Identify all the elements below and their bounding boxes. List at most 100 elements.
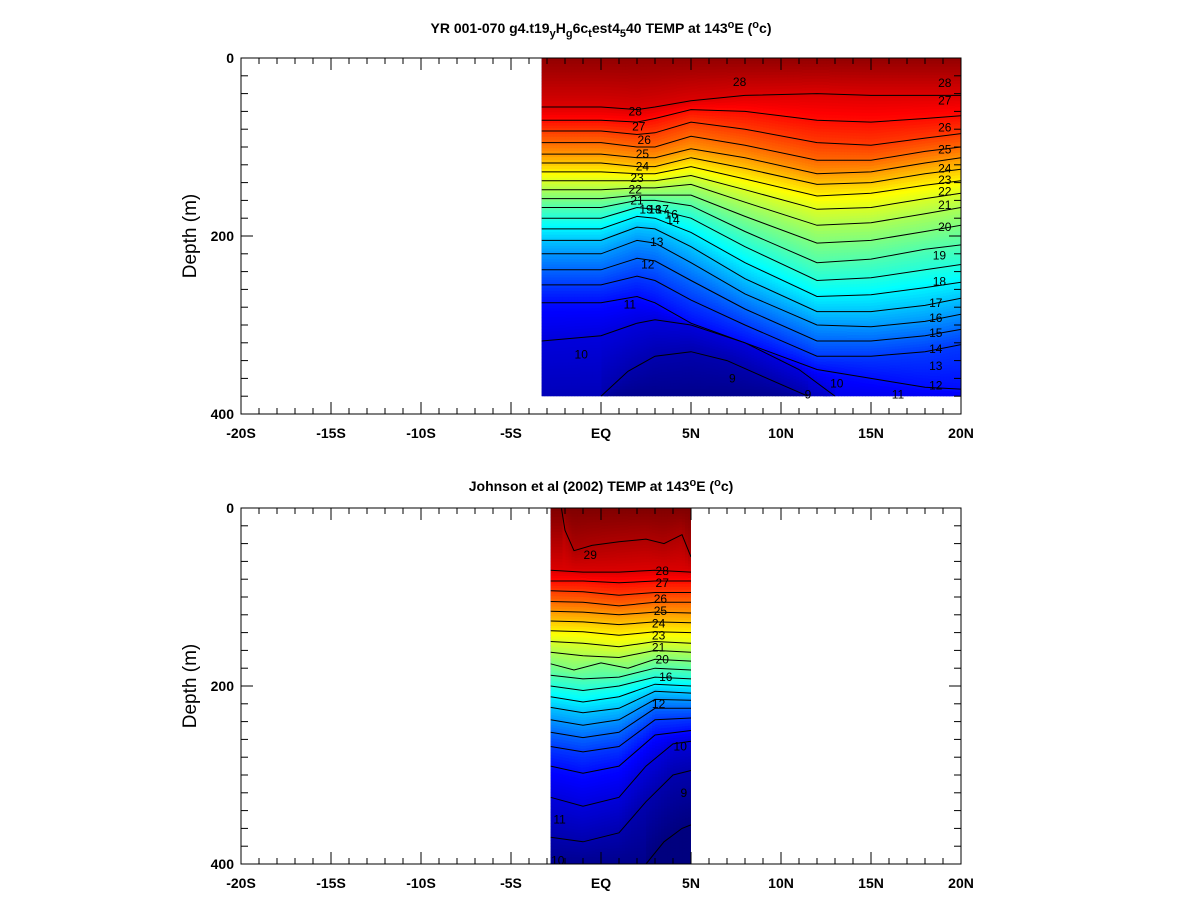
isotherm-19 (550, 658, 691, 671)
contour-label: 16 (929, 311, 943, 325)
contour-label: 15 (929, 326, 943, 340)
isotherm-27 (550, 580, 691, 584)
isotherm-9 (600, 351, 809, 397)
contour-label: 21 (630, 193, 644, 207)
x-tick-label: 5N (682, 425, 700, 441)
contour-label: 9 (805, 387, 812, 401)
contour-label: 20 (656, 652, 670, 666)
y-tick-label: 0 (226, 50, 234, 66)
contour-label: 23 (652, 628, 666, 642)
isotherm-10 (550, 740, 691, 807)
bottom-panel-johnson-temperature: Johnson et al (2002) TEMP at 143oE (oc) 2… (180, 477, 974, 891)
isotherm-26 (550, 590, 691, 596)
contour-label: 10 (830, 377, 844, 391)
x-tick-label: 15N (858, 875, 884, 891)
isotherm-26 (541, 121, 961, 146)
contour-label: 10 (551, 853, 565, 867)
x-tick-label: 20N (948, 425, 974, 441)
contour-label: 13 (929, 359, 943, 373)
contour-label: 17 (929, 296, 943, 310)
isotherm-23 (550, 620, 691, 626)
isotherm-20 (541, 183, 961, 226)
contour-label: 9 (680, 786, 687, 800)
isotherm-18 (541, 199, 961, 264)
contour-label: 24 (652, 617, 666, 631)
contour-label: 19 (639, 202, 653, 216)
top-panel-model-temperature: YR 001-070 g4.t19yHg6ctest4540 TEMP at 1… (180, 19, 974, 441)
x-tick-label: 10N (768, 425, 794, 441)
isotherm-25 (541, 135, 961, 161)
contour-label: 27 (632, 120, 646, 134)
chart-title: YR 001-070 g4.t19yHg6ctest4540 TEMP at 1… (431, 19, 772, 40)
temperature-field (550, 508, 691, 864)
isotherm-12 (541, 275, 961, 357)
isotherm-18 (550, 667, 691, 680)
contour-label: 22 (629, 183, 643, 197)
isotherm-23 (541, 157, 961, 185)
isotherm-25 (550, 601, 691, 607)
contour-label: 11 (892, 387, 905, 401)
isotherm-15 (550, 690, 691, 714)
x-tick-label: EQ (591, 875, 611, 891)
x-tick-label: -20S (226, 425, 256, 441)
x-tick-label: -5S (500, 875, 522, 891)
isotherm-24 (550, 610, 691, 616)
contour-label: 25 (938, 143, 952, 157)
x-tick-label: 10N (768, 875, 794, 891)
isotherm-22 (550, 630, 691, 636)
x-tick-label: -5S (500, 425, 522, 441)
y-tick-label: 0 (226, 500, 234, 516)
contour-label: 10 (575, 347, 589, 361)
isotherm-16 (541, 215, 961, 298)
contour-label: 23 (938, 173, 952, 187)
contour-label: 18 (648, 202, 662, 216)
isotherm-9 (550, 770, 691, 843)
contour-label: 13 (650, 235, 664, 249)
x-tick-label: 20N (948, 875, 974, 891)
contour-label: 25 (636, 147, 650, 161)
isotherm-10 (541, 319, 836, 397)
isotherm-12 (550, 717, 691, 753)
contour-label: 28 (629, 104, 643, 118)
isotherm-13 (541, 257, 961, 342)
isotherm-11 (541, 295, 961, 390)
isotherm-28 (550, 569, 691, 573)
contour-label: 11 (553, 813, 566, 827)
contour-label: 29 (584, 548, 598, 562)
contour-label: 24 (636, 160, 650, 174)
temperature-field (541, 58, 961, 397)
contour-label: 28 (938, 76, 952, 90)
isotherm-17 (550, 676, 691, 692)
contour-label: 12 (641, 257, 655, 271)
y-axis-label: Depth (m) (180, 194, 201, 278)
x-tick-label: 15N (858, 425, 884, 441)
contour-label: 16 (665, 208, 679, 222)
y-tick-label: 200 (211, 678, 235, 694)
isotherm-27 (541, 109, 961, 123)
isotherm-22 (541, 166, 961, 197)
x-tick-label: -10S (406, 875, 436, 891)
contour-label: 17 (656, 202, 670, 216)
contour-label: 20 (938, 220, 952, 234)
contour-label: 26 (938, 120, 952, 134)
isotherm-14 (541, 239, 961, 328)
contour-label: 12 (929, 379, 943, 393)
isotherm-8 (645, 824, 691, 864)
contour-label: 12 (652, 697, 666, 711)
isotherm-11 (550, 730, 691, 774)
isotherm-24 (541, 148, 961, 175)
contour-label: 27 (656, 576, 670, 590)
contour-label: 23 (630, 171, 644, 185)
x-tick-label: -15S (316, 425, 346, 441)
contour-label: 24 (938, 161, 952, 175)
contour-label: 27 (938, 94, 952, 108)
contour-label: 14 (666, 213, 680, 227)
contour-label: 28 (656, 564, 670, 578)
y-tick-label: 200 (211, 228, 235, 244)
isotherm-16 (550, 683, 691, 703)
contour-label: 19 (933, 249, 947, 263)
contour-label: 21 (938, 198, 952, 212)
x-tick-label: EQ (591, 425, 611, 441)
isotherm-19 (541, 194, 961, 244)
